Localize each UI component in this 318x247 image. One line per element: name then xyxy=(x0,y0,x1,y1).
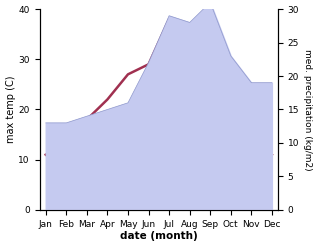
Y-axis label: max temp (C): max temp (C) xyxy=(5,76,16,143)
X-axis label: date (month): date (month) xyxy=(120,231,198,242)
Y-axis label: med. precipitation (kg/m2): med. precipitation (kg/m2) xyxy=(303,49,313,170)
